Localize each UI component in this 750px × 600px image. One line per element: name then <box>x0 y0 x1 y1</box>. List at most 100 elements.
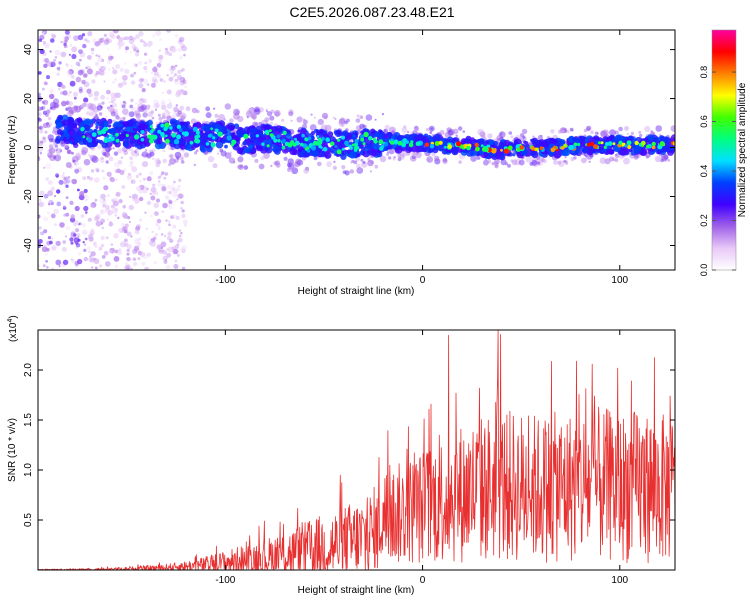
haze-blob <box>521 128 528 135</box>
noise-blob <box>122 226 127 231</box>
noise-blob <box>145 70 148 74</box>
noise-blob <box>53 58 57 62</box>
band-blob <box>122 141 130 148</box>
haze-blob <box>494 164 499 169</box>
haze-blob <box>644 125 651 133</box>
noise-blob <box>110 34 116 39</box>
spectrogram-x-tick-label: 0 <box>420 275 426 286</box>
noise-blob <box>94 41 100 47</box>
noise-blob <box>86 39 90 44</box>
band-blob <box>74 139 79 143</box>
band-blob <box>138 124 143 129</box>
noise-blob <box>152 157 155 160</box>
band-blob <box>153 139 158 144</box>
noise-blob <box>106 218 109 221</box>
noise-blob <box>162 158 167 164</box>
noise-blob <box>69 237 74 242</box>
haze-blob <box>590 130 594 134</box>
ridge-point <box>292 142 297 147</box>
ridge-point <box>397 140 403 146</box>
haze-blob <box>113 151 119 156</box>
ridge-point <box>148 138 154 144</box>
noise-blob <box>180 232 183 235</box>
haze-blob <box>39 127 42 129</box>
ridge-point <box>301 133 305 138</box>
noise-blob <box>169 68 173 72</box>
ridge-point <box>207 134 212 138</box>
noise-blob <box>167 232 172 236</box>
noise-blob <box>161 99 166 105</box>
haze-blob <box>243 165 249 170</box>
haze-blob <box>667 159 671 162</box>
noise-blob <box>108 155 112 160</box>
noise-blob <box>114 162 120 168</box>
noise-blob <box>77 69 84 76</box>
noise-blob <box>65 63 69 67</box>
noise-blob <box>153 202 159 209</box>
band-blob <box>303 151 309 157</box>
haze-blob <box>228 157 235 164</box>
colorbar: 0.0 0.2 0.4 0.6 0.8 Normalized spectral ampl… <box>699 29 748 276</box>
haze-blob <box>614 158 619 163</box>
noise-blob <box>63 42 67 47</box>
noise-blob <box>63 213 67 217</box>
noise-blob <box>103 33 107 38</box>
noise-blob <box>139 251 146 257</box>
noise-blob <box>164 50 170 56</box>
haze-blob <box>54 144 58 148</box>
ridge-point <box>321 137 325 141</box>
noise-blob <box>96 169 100 173</box>
noise-blob <box>183 53 186 57</box>
noise-blob <box>78 86 83 91</box>
noise-blob <box>72 91 79 97</box>
band-blob <box>670 134 675 142</box>
noise-blob <box>75 246 78 250</box>
noise-blob <box>91 228 95 232</box>
haze-blob <box>54 154 62 162</box>
noise-blob <box>130 80 136 85</box>
band-blob <box>473 139 477 143</box>
noise-blob <box>38 118 42 122</box>
band-blob <box>333 152 338 156</box>
band-blob <box>199 144 206 150</box>
haze-blob <box>355 118 361 123</box>
haze-blob <box>205 106 211 112</box>
band-blob <box>236 147 244 155</box>
noise-blob <box>175 215 180 220</box>
ridge-point <box>530 146 535 150</box>
noise-blob <box>142 177 146 181</box>
haze-blob <box>42 99 49 106</box>
ridge-point <box>612 142 616 146</box>
haze-blob <box>122 108 129 115</box>
ridge-point <box>294 137 297 141</box>
haze-blob <box>237 156 244 163</box>
noise-blob <box>64 36 69 41</box>
band-blob <box>136 143 143 150</box>
noise-blob <box>115 191 121 197</box>
snr-y-tick-label: 2.0 <box>23 363 34 377</box>
ridge-point <box>160 132 165 137</box>
ridge-point <box>483 146 489 153</box>
haze-blob <box>458 160 462 164</box>
noise-blob <box>154 211 159 217</box>
ridge-point <box>214 128 219 133</box>
band-blob <box>357 153 361 157</box>
band-blob <box>260 135 267 141</box>
band-blob <box>443 149 447 153</box>
noise-blob <box>121 80 127 86</box>
haze-blob <box>426 156 434 163</box>
band-blob <box>256 145 263 152</box>
noise-blob <box>71 53 77 60</box>
noise-blob <box>112 102 118 108</box>
noise-blob <box>108 249 112 253</box>
noise-blob <box>170 65 174 69</box>
haze-blob <box>356 114 360 118</box>
band-blob <box>324 130 328 134</box>
haze-blob <box>158 116 163 121</box>
haze-blob <box>264 117 270 123</box>
colorbar-tick-label: 0.6 <box>699 115 709 128</box>
noise-blob <box>46 75 50 80</box>
noise-blob <box>113 232 119 239</box>
noise-blob <box>76 167 83 173</box>
noise-blob <box>153 66 157 70</box>
